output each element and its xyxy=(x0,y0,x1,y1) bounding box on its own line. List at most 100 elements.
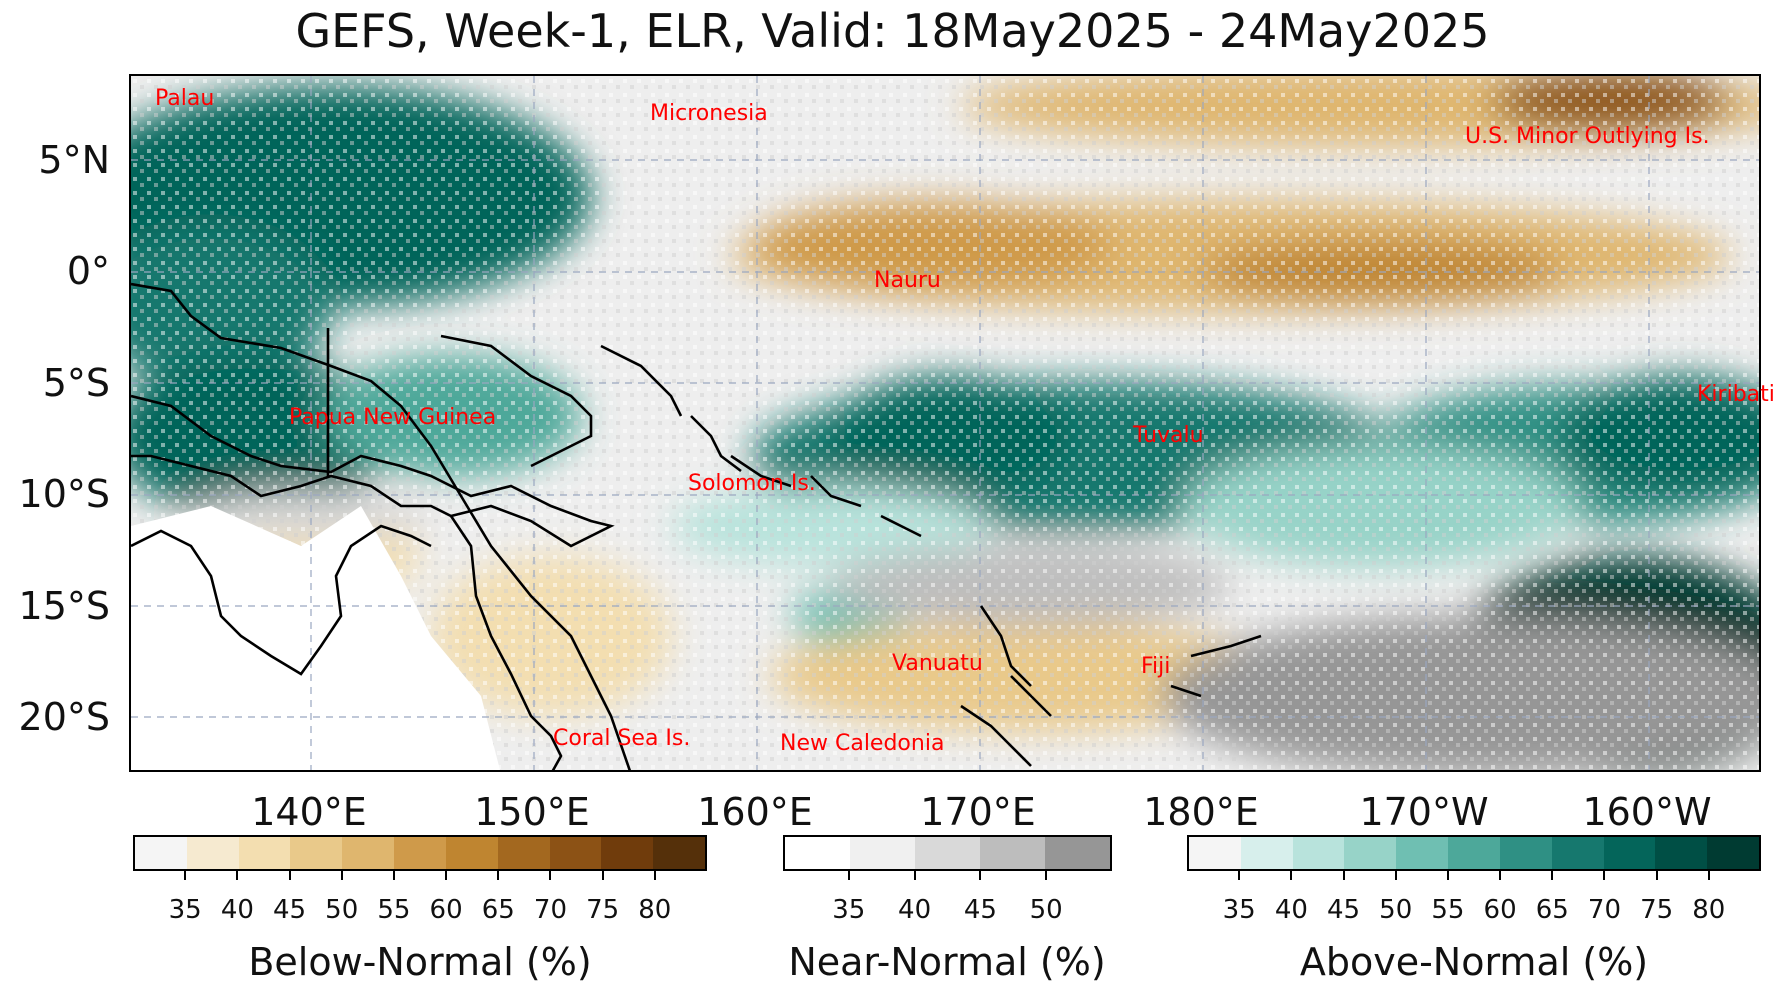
map-title: GEFS, Week-1, ELR, Valid: 18May2025 - 24… xyxy=(295,4,1490,58)
probability-map xyxy=(129,74,1761,772)
colorbar-tick-label: 60 xyxy=(1483,895,1517,925)
colorbar-tick xyxy=(1446,871,1449,880)
colorbar-segment xyxy=(601,837,654,869)
colorbar-tick xyxy=(340,871,343,880)
colorbar-tick xyxy=(1342,871,1345,880)
colorbar-segment xyxy=(1448,837,1500,869)
colorbar-tick xyxy=(288,871,291,880)
place-label-us-minor-outlying: U.S. Minor Outlying Is. xyxy=(1465,124,1710,149)
colorbar-segment xyxy=(342,837,395,869)
colorbar-tick xyxy=(1603,871,1606,880)
colorbar-segment xyxy=(1655,837,1708,869)
coastlines xyxy=(131,282,1262,770)
colorbar-segment xyxy=(1045,837,1110,869)
place-label-tuvalu: Tuvalu xyxy=(1133,423,1204,448)
colorbar-tick-label: 65 xyxy=(1535,895,1569,925)
colorbar-segment xyxy=(1240,837,1293,869)
lon-label-170w: 170°W xyxy=(1359,790,1489,834)
lon-label-150e: 150°E xyxy=(474,790,590,834)
colorbar-segment xyxy=(1344,837,1397,869)
lon-label-170e: 170°E xyxy=(920,790,1036,834)
colorbar-tick-label: 80 xyxy=(1692,895,1726,925)
colorbar-tick xyxy=(979,871,982,880)
colorbar-segment xyxy=(653,837,705,869)
colorbar-tick-label: 50 xyxy=(1379,895,1413,925)
colorbar-tick-label: 50 xyxy=(1029,895,1063,925)
colorbar-tick xyxy=(1499,871,1502,880)
colorbar-title-below-normal: Below-Normal (%) xyxy=(248,940,592,984)
lon-label-160w: 160°W xyxy=(1582,790,1712,834)
colorbar-segment xyxy=(1603,837,1656,869)
lon-label-160e: 160°E xyxy=(697,790,813,834)
colorbar-below-normal xyxy=(133,835,707,871)
lat-label-20s: 20°S xyxy=(18,695,110,739)
colorbar-tick-label: 40 xyxy=(220,895,254,925)
place-label-palau: Palau xyxy=(155,86,215,111)
colorbar-title-above-normal: Above-Normal (%) xyxy=(1299,940,1649,984)
colorbar-tick xyxy=(653,871,656,880)
colorbar-tick xyxy=(1655,871,1658,880)
colorbar-tick-label: 55 xyxy=(377,895,411,925)
colorbar-segment xyxy=(135,837,187,869)
colorbar-tick-label: 40 xyxy=(1274,895,1308,925)
colorbar-segment xyxy=(1707,837,1759,869)
place-label-new-caledonia: New Caledonia xyxy=(780,731,945,756)
colorbar-tick-label: 45 xyxy=(963,895,997,925)
colorbar-tick xyxy=(445,871,448,880)
colorbar-segment xyxy=(785,837,850,869)
colorbar-segment xyxy=(497,837,550,869)
colorbar-tick-label: 40 xyxy=(898,895,932,925)
colorbar-tick xyxy=(1238,871,1241,880)
colorbar-segment xyxy=(549,837,602,869)
colorbar-tick xyxy=(1045,871,1048,880)
colorbar-tick xyxy=(1290,871,1293,880)
colorbar-near-normal xyxy=(783,835,1112,871)
colorbar-segment xyxy=(445,837,498,869)
colorbar-segment xyxy=(1292,837,1345,869)
colorbar-above-normal xyxy=(1187,835,1761,871)
colorbar-tick-label: 55 xyxy=(1431,895,1465,925)
lat-label-0: 0° xyxy=(66,249,110,293)
colorbar-tick xyxy=(847,871,850,880)
colorbar-tick xyxy=(601,871,604,880)
place-label-nauru: Nauru xyxy=(874,268,941,293)
colorbar-segment xyxy=(394,837,446,869)
colorbar-tick xyxy=(236,871,239,880)
colorbar-tick-label: 80 xyxy=(638,895,672,925)
colorbar-tick xyxy=(1394,871,1397,880)
lat-label-5s: 5°S xyxy=(42,361,110,405)
place-label-papua-new-guinea: Papua New Guinea xyxy=(289,405,497,430)
colorbar-tick-label: 70 xyxy=(533,895,567,925)
colorbar-tick-label: 35 xyxy=(168,895,202,925)
colorbar-tick-label: 60 xyxy=(429,895,463,925)
colorbar-tick-label: 75 xyxy=(586,895,620,925)
colorbar-tick xyxy=(1551,871,1554,880)
colorbar-tick-label: 35 xyxy=(1222,895,1256,925)
lat-label-15s: 15°S xyxy=(18,584,110,628)
colorbar-tick-label: 50 xyxy=(325,895,359,925)
colorbar-segment xyxy=(1499,837,1552,869)
lat-label-10s: 10°S xyxy=(18,472,110,516)
colorbar-tick xyxy=(549,871,552,880)
place-label-coral-sea-islands: Coral Sea Is. xyxy=(553,726,691,751)
colorbar-tick-label: 65 xyxy=(481,895,515,925)
colorbar-tick-label: 35 xyxy=(832,895,866,925)
colorbar-tick-label: 75 xyxy=(1640,895,1674,925)
place-label-kiribati: Kiribati xyxy=(1697,382,1775,407)
colorbar-segment xyxy=(186,837,239,869)
colorbar-segment xyxy=(850,837,915,869)
colorbar-segment xyxy=(1396,837,1449,869)
colorbar-tick-label: 70 xyxy=(1587,895,1621,925)
place-label-fiji: Fiji xyxy=(1141,654,1171,679)
colorbar-tick xyxy=(1707,871,1710,880)
colorbar-segment xyxy=(238,837,291,869)
map-canvas xyxy=(131,76,1759,770)
place-label-solomon-islands: Solomon Is. xyxy=(688,471,816,496)
colorbar-segment xyxy=(915,837,980,869)
colorbar-title-near-normal: Near-Normal (%) xyxy=(788,940,1106,984)
colorbar-tick xyxy=(184,871,187,880)
colorbar-tick-label: 45 xyxy=(1326,895,1361,925)
colorbar-tick-label: 45 xyxy=(272,895,307,925)
colorbar-tick xyxy=(392,871,395,880)
colorbar-tick xyxy=(913,871,916,880)
